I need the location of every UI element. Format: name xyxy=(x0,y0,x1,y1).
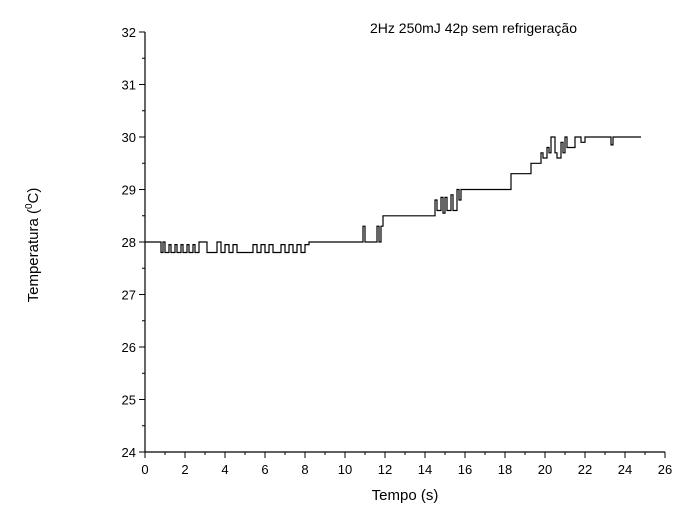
y-tick-label: 26 xyxy=(122,340,136,355)
y-tick-label: 24 xyxy=(122,445,136,460)
ticks: 0 2 4 6 8 10 12 14 16 18 20 22 24 2624252627282930313… xyxy=(122,25,673,477)
y-axis-title-unit: C) xyxy=(25,188,42,204)
series-line-temperature xyxy=(145,136,641,254)
chart-annotation: 2Hz 250mJ 42p sem refrigeração xyxy=(370,20,577,36)
y-axis-title-main: Temperatura ( xyxy=(25,209,42,302)
x-tick-label: 14 xyxy=(418,462,432,477)
y-tick-label: 27 xyxy=(122,288,136,303)
x-tick-label: 26 xyxy=(658,462,672,477)
x-tick-label: 10 xyxy=(338,462,352,477)
x-tick-label: 18 xyxy=(498,462,512,477)
x-tick-label: 24 xyxy=(618,462,632,477)
y-tick-label: 29 xyxy=(122,183,136,198)
x-tick-label: 8 xyxy=(301,462,308,477)
y-tick-label: 25 xyxy=(122,393,136,408)
x-axis-title: Tempo (s) xyxy=(372,487,439,504)
y-tick-label: 31 xyxy=(122,78,136,93)
x-tick-label: 20 xyxy=(538,462,552,477)
y-tick-label: 28 xyxy=(122,235,136,250)
y-tick-label: 32 xyxy=(122,25,136,40)
x-tick-label: 0 xyxy=(141,462,148,477)
x-tick-label: 22 xyxy=(578,462,592,477)
x-tick-label: 2 xyxy=(181,462,188,477)
x-tick-label: 6 xyxy=(261,462,268,477)
y-axis-title: Temperatura (0C) xyxy=(24,188,42,303)
y-axis-title-superscript: 0 xyxy=(24,203,35,209)
axes xyxy=(144,32,665,453)
x-tick-label: 12 xyxy=(378,462,392,477)
x-tick-label: 4 xyxy=(221,462,228,477)
y-tick-label: 30 xyxy=(122,130,136,145)
x-tick-label: 16 xyxy=(458,462,472,477)
